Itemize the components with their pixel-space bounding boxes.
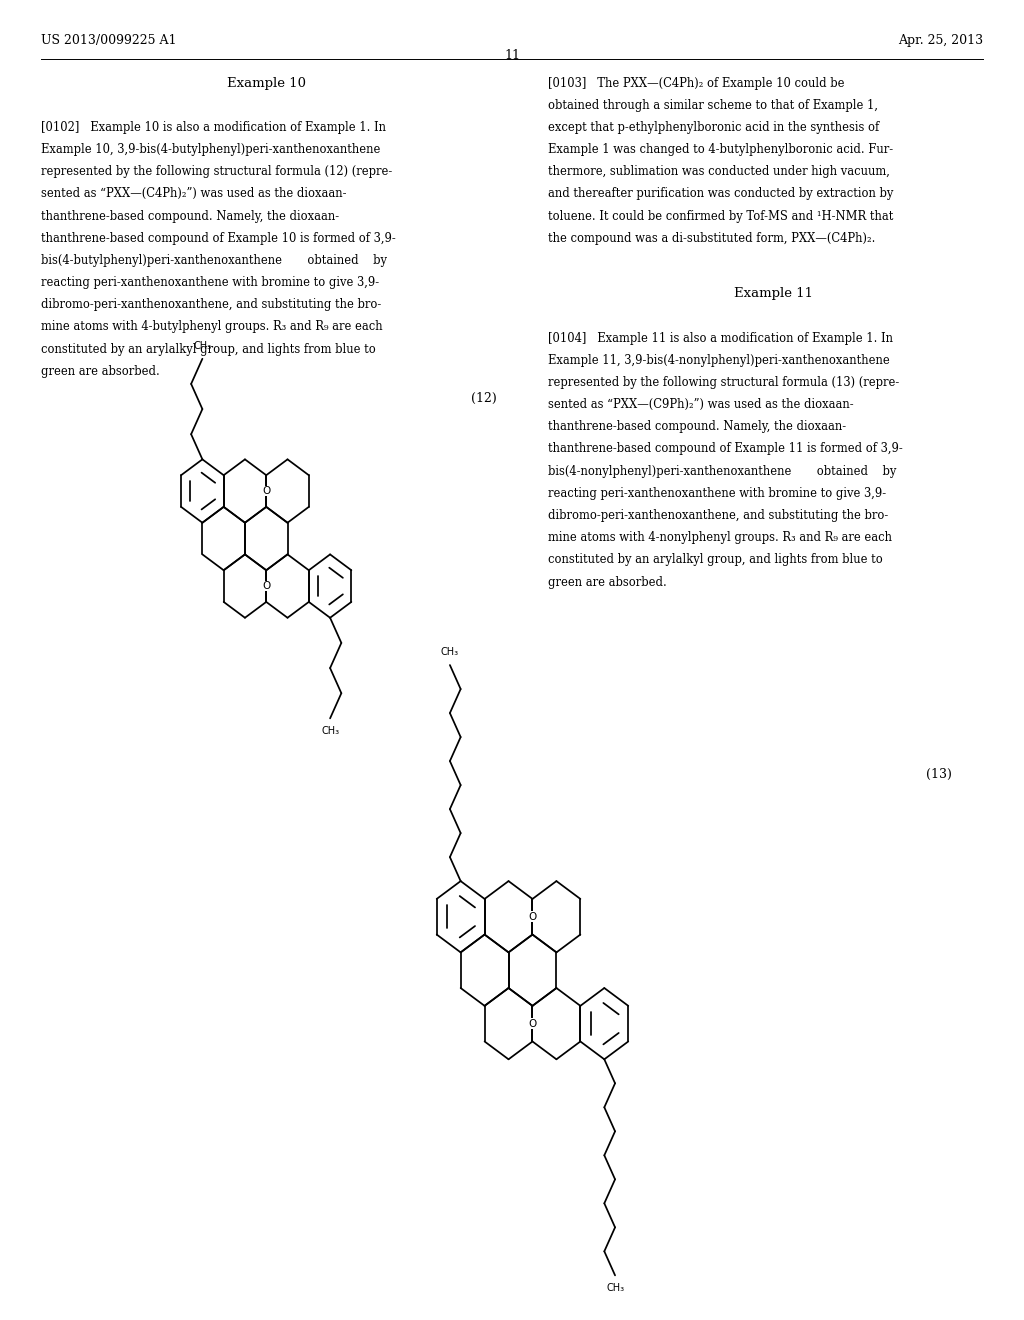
Text: O: O <box>262 581 270 591</box>
Text: Apr. 25, 2013: Apr. 25, 2013 <box>898 34 983 48</box>
Text: thanthrene-based compound of Example 11 is formed of 3,9-: thanthrene-based compound of Example 11 … <box>548 442 902 455</box>
Text: O: O <box>528 1019 537 1028</box>
Text: the compound was a di-substituted form, PXX—(C4Ph)₂.: the compound was a di-substituted form, … <box>548 232 876 244</box>
Text: O: O <box>528 912 537 921</box>
Text: thanthrene-based compound of Example 10 is formed of 3,9-: thanthrene-based compound of Example 10 … <box>41 232 395 244</box>
Text: 11: 11 <box>504 49 520 62</box>
Text: Example 11, 3,9-bis(4-nonylphenyl)peri-xanthenoxanthene: Example 11, 3,9-bis(4-nonylphenyl)peri-x… <box>548 354 890 367</box>
Text: reacting peri-xanthenoxanthene with bromine to give 3,9-: reacting peri-xanthenoxanthene with brom… <box>41 276 379 289</box>
Text: Example 10, 3,9-bis(4-butylphenyl)peri-xanthenoxanthene: Example 10, 3,9-bis(4-butylphenyl)peri-x… <box>41 143 380 156</box>
Text: (13): (13) <box>927 768 952 781</box>
Text: constituted by an arylalkyl group, and lights from blue to: constituted by an arylalkyl group, and l… <box>548 553 883 566</box>
Text: green are absorbed.: green are absorbed. <box>41 364 160 378</box>
Text: mine atoms with 4-butylphenyl groups. R₃ and R₉ are each: mine atoms with 4-butylphenyl groups. R₃… <box>41 321 383 334</box>
Text: O: O <box>262 486 270 496</box>
Text: represented by the following structural formula (13) (repre-: represented by the following structural … <box>548 376 899 389</box>
Text: and thereafter purification was conducted by extraction by: and thereafter purification was conducte… <box>548 187 893 201</box>
Text: sented as “PXX—(C9Ph)₂”) was used as the dioxaan-: sented as “PXX—(C9Ph)₂”) was used as the… <box>548 399 853 411</box>
Text: except that p-ethylphenylboronic acid in the synthesis of: except that p-ethylphenylboronic acid in… <box>548 121 879 133</box>
Text: obtained through a similar scheme to that of Example 1,: obtained through a similar scheme to tha… <box>548 99 878 112</box>
Text: Example 1 was changed to 4-butylphenylboronic acid. Fur-: Example 1 was changed to 4-butylphenylbo… <box>548 143 893 156</box>
Text: CH₃: CH₃ <box>194 341 211 351</box>
Text: [0104]   Example 11 is also a modification of Example 1. In: [0104] Example 11 is also a modification… <box>548 331 893 345</box>
Text: CH₃: CH₃ <box>606 1283 624 1294</box>
Text: US 2013/0099225 A1: US 2013/0099225 A1 <box>41 34 176 48</box>
Text: (12): (12) <box>471 392 497 405</box>
Text: bis(4-nonylphenyl)peri-xanthenoxanthene       obtained    by: bis(4-nonylphenyl)peri-xanthenoxanthene … <box>548 465 896 478</box>
Text: reacting peri-xanthenoxanthene with bromine to give 3,9-: reacting peri-xanthenoxanthene with brom… <box>548 487 886 500</box>
Text: dibromo-peri-xanthenoxanthene, and substituting the bro-: dibromo-peri-xanthenoxanthene, and subst… <box>548 510 888 521</box>
Text: Example 10: Example 10 <box>226 77 306 90</box>
Text: green are absorbed.: green are absorbed. <box>548 576 667 589</box>
Text: toluene. It could be confirmed by Tof-MS and ¹H-NMR that: toluene. It could be confirmed by Tof-MS… <box>548 210 893 223</box>
Text: thanthrene-based compound. Namely, the dioxaan-: thanthrene-based compound. Namely, the d… <box>548 420 846 433</box>
Text: thanthrene-based compound. Namely, the dioxaan-: thanthrene-based compound. Namely, the d… <box>41 210 339 223</box>
Text: constituted by an arylalkyl group, and lights from blue to: constituted by an arylalkyl group, and l… <box>41 343 376 355</box>
Text: dibromo-peri-xanthenoxanthene, and substituting the bro-: dibromo-peri-xanthenoxanthene, and subst… <box>41 298 381 312</box>
Text: bis(4-butylphenyl)peri-xanthenoxanthene       obtained    by: bis(4-butylphenyl)peri-xanthenoxanthene … <box>41 253 387 267</box>
Text: CH₃: CH₃ <box>322 726 339 737</box>
Text: represented by the following structural formula (12) (repre-: represented by the following structural … <box>41 165 392 178</box>
Text: [0102]   Example 10 is also a modification of Example 1. In: [0102] Example 10 is also a modification… <box>41 121 386 133</box>
Text: [0103]   The PXX—(C4Ph)₂ of Example 10 could be: [0103] The PXX—(C4Ph)₂ of Example 10 cou… <box>548 77 845 90</box>
Text: CH₃: CH₃ <box>441 647 459 657</box>
Text: thermore, sublimation was conducted under high vacuum,: thermore, sublimation was conducted unde… <box>548 165 890 178</box>
Text: sented as “PXX—(C4Ph)₂”) was used as the dioxaan-: sented as “PXX—(C4Ph)₂”) was used as the… <box>41 187 346 201</box>
Text: mine atoms with 4-nonylphenyl groups. R₃ and R₉ are each: mine atoms with 4-nonylphenyl groups. R₃… <box>548 531 892 544</box>
Text: Example 11: Example 11 <box>733 288 813 300</box>
